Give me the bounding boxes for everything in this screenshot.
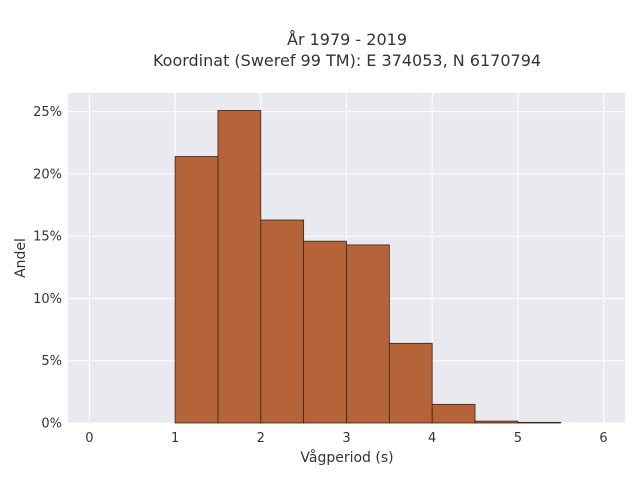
y-tick-label: 20%: [33, 167, 62, 182]
x-tick-label: 5: [514, 431, 522, 446]
chart-title-line-1: År 1979 - 2019: [287, 30, 407, 49]
x-tick-label: 2: [257, 431, 265, 446]
histogram-bar-7: [474, 420, 519, 424]
y-tick-label: 0%: [41, 417, 62, 432]
y-tick-label: 5%: [41, 354, 62, 369]
histogram-bar-3: [303, 240, 347, 424]
x-axis-ticks: 0 1 2 3 4 5 6: [85, 431, 607, 446]
x-tick-label: 6: [599, 431, 607, 446]
histogram-bar-8: [517, 421, 562, 424]
x-tick-label: 3: [342, 431, 350, 446]
x-tick-label: 1: [171, 431, 179, 446]
histogram-bar-0: [174, 156, 219, 424]
histogram-bar-5: [388, 342, 433, 424]
y-axis-ticks: 0% 5% 10% 15% 20% 25%: [33, 105, 62, 431]
x-tick-label: 0: [85, 431, 93, 446]
x-axis-label: Vågperiod (s): [300, 449, 393, 466]
histogram-bar-2: [260, 219, 305, 424]
y-tick-label: 10%: [33, 292, 62, 307]
histogram-bars: [174, 110, 562, 424]
histogram-bar-1: [217, 110, 262, 424]
histogram-bar-4: [346, 244, 390, 424]
histogram-bar-6: [431, 403, 476, 424]
x-tick-label: 4: [428, 431, 436, 446]
y-tick-label: 15%: [33, 230, 62, 245]
y-axis-label: Andel: [13, 238, 29, 278]
y-tick-label: 25%: [33, 105, 62, 120]
chart-title-line-2: Koordinat (Sweref 99 TM): E 374053, N 61…: [153, 51, 541, 70]
